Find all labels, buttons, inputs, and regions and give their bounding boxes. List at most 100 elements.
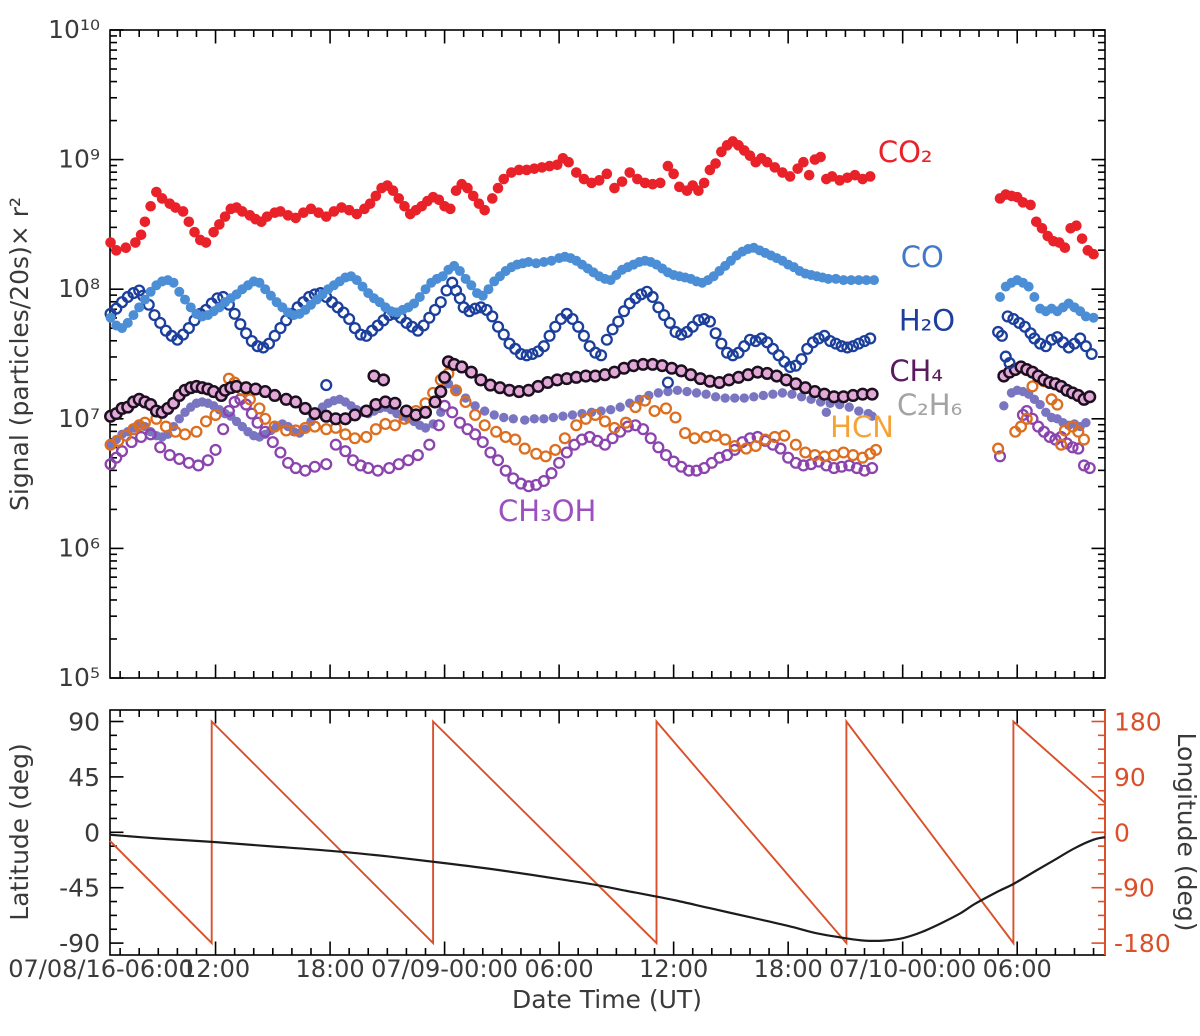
data-point-CH3OH <box>774 442 787 455</box>
data-point-HCN <box>119 429 132 442</box>
legend-label-H2O: H₂O <box>899 304 955 338</box>
data-point-CO2 <box>815 151 826 163</box>
data-point-CO <box>483 284 494 295</box>
data-point-H2O <box>148 309 161 322</box>
data-point-CH3OH <box>514 477 527 490</box>
data-point-HCN <box>530 447 543 460</box>
data-point-CH3OH <box>274 446 287 459</box>
data-point-CH3OH <box>1066 441 1079 454</box>
data-point-CO2 <box>769 162 781 173</box>
data-point-CO2 <box>479 204 490 216</box>
data-point-CO <box>823 273 834 284</box>
data-point-H2O <box>274 322 287 335</box>
data-point-CH4 <box>464 365 478 379</box>
data-point-HCN <box>799 446 812 459</box>
data-point-HCN <box>589 408 602 421</box>
data-point-H2O <box>743 333 757 346</box>
data-point-C2H6 <box>596 406 606 416</box>
data-point-C2H6 <box>1035 399 1045 410</box>
data-point-HCN <box>1020 412 1033 425</box>
data-point-H2O <box>428 303 442 316</box>
data-point-CH3OH <box>371 464 384 477</box>
data-point-CH3OH <box>575 433 589 446</box>
data-point-CH4 <box>474 373 488 387</box>
data-point-CO <box>128 310 139 321</box>
data-point-CO <box>357 281 368 292</box>
data-point-CH3OH <box>560 446 573 459</box>
data-point-HCN <box>209 408 222 421</box>
data-point-H2O <box>486 310 499 323</box>
data-point-CO <box>523 256 534 267</box>
data-point-H2O <box>617 305 631 318</box>
data-point-C2H6 <box>821 407 832 418</box>
data-point-CO2 <box>130 237 141 248</box>
data-point-HCN <box>700 430 713 443</box>
data-point-CH3OH <box>320 458 333 471</box>
data-point-CH4 <box>428 395 442 409</box>
x-axis-ticks <box>119 30 1095 955</box>
data-point-CH3OH <box>682 464 695 477</box>
data-point-C2H6 <box>867 411 877 421</box>
series-CO <box>105 242 1099 334</box>
data-point-CH3OH <box>182 456 195 469</box>
latitude-tick-label: -45 <box>59 874 100 903</box>
data-point-HCN <box>728 439 741 453</box>
data-point-HCN <box>490 425 503 438</box>
x-tick-label: 12:00 <box>181 955 250 983</box>
data-point-H2O <box>658 309 671 322</box>
data-point-CO <box>180 294 191 305</box>
data-point-CO <box>466 280 477 291</box>
data-point-HCN <box>1014 420 1028 433</box>
data-point-C2H6 <box>787 389 797 399</box>
data-point-CH3OH <box>598 438 611 451</box>
data-point-HCN <box>499 430 512 443</box>
signal-y-tick-label: 10¹⁰ <box>48 15 100 44</box>
data-point-H2O <box>835 340 848 353</box>
latitude-tick-label: 0 <box>84 818 100 847</box>
latitude-tick-label: 45 <box>68 763 100 792</box>
data-point-CO2 <box>399 200 410 212</box>
data-point-CO2 <box>214 219 225 230</box>
data-point-HCN <box>837 446 850 459</box>
data-point-CO <box>122 317 133 328</box>
legend-label-HCN: HCN <box>830 410 894 444</box>
data-point-CH3OH <box>545 467 558 480</box>
data-point-CO <box>174 286 185 297</box>
data-point-HCN <box>478 419 491 432</box>
data-point-CH3OH <box>446 406 459 419</box>
data-point-H2O <box>434 296 447 309</box>
data-point-CO2 <box>864 171 876 182</box>
data-point-HCN <box>679 427 692 440</box>
data-point-CH3OH <box>299 464 312 477</box>
data-point-H2O <box>154 316 167 329</box>
data-point-H2O <box>812 332 825 345</box>
data-point-HCN <box>827 449 841 462</box>
data-point-CH3OH <box>163 449 176 462</box>
data-point-CO <box>869 275 880 286</box>
data-point-CO <box>460 273 471 284</box>
data-point-CO <box>254 277 265 288</box>
data-point-HCN <box>259 412 272 425</box>
data-point-HCN <box>138 416 151 429</box>
data-point-CO2 <box>200 237 212 248</box>
data-point-H2O <box>612 315 625 328</box>
data-point-H2O <box>709 327 722 340</box>
data-point-CH3OH <box>713 451 726 464</box>
data-point-CO <box>351 275 362 286</box>
data-point-CO2 <box>189 226 200 238</box>
data-point-CH3OH <box>329 438 342 451</box>
data-point-HCN <box>133 419 146 432</box>
data-point-CO2 <box>803 169 815 181</box>
data-point-CO <box>546 255 557 266</box>
data-point-C2H6 <box>682 386 692 397</box>
data-point-HCN <box>1051 398 1064 411</box>
data-point-H2O <box>577 329 590 342</box>
data-point-CO2 <box>351 208 363 220</box>
data-point-H2O <box>514 347 527 361</box>
data-point-CO2 <box>105 237 116 248</box>
latitude-axis-label: Latitude (deg) <box>5 743 34 920</box>
data-point-CH3OH <box>209 443 222 456</box>
